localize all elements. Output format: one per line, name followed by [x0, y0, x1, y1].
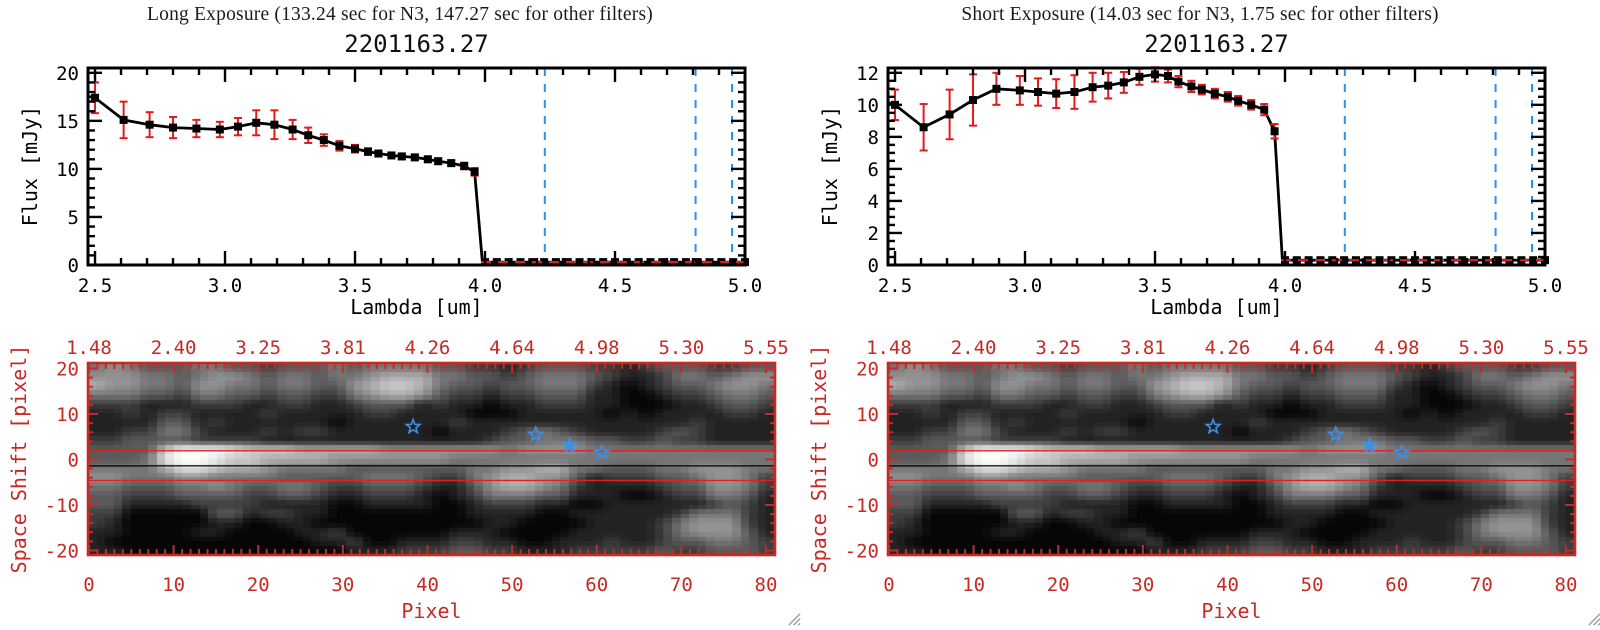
- svg-text:0: 0: [83, 574, 94, 596]
- space-shift-axis-label: Space Shift [pixel]: [7, 344, 31, 574]
- image-axes-overlay: 1.48 2.40 3.25 3.81 4.26 4.64 4.98 5.30 5.55 0 10 2…: [45, 337, 789, 596]
- svg-text:3.25: 3.25: [1035, 337, 1081, 359]
- svg-text:8: 8: [868, 127, 879, 149]
- svg-text:12: 12: [856, 63, 879, 85]
- svg-text:-10: -10: [845, 495, 879, 517]
- svg-text:4.5: 4.5: [1398, 275, 1432, 297]
- pixel-axis-label: Pixel: [1201, 599, 1262, 623]
- svg-text:5.30: 5.30: [1458, 337, 1504, 359]
- svg-text:1.48: 1.48: [866, 337, 912, 359]
- long-exposure-panel: Long Exposure (133.24 sec for N3, 147.27…: [7, 4, 802, 627]
- svg-text:10: 10: [56, 404, 79, 426]
- svg-text:4.98: 4.98: [1374, 337, 1420, 359]
- svg-text:3.81: 3.81: [320, 337, 366, 359]
- svg-text:5.0: 5.0: [728, 275, 762, 297]
- svg-text:0: 0: [68, 255, 79, 277]
- svg-text:40: 40: [1216, 574, 1239, 596]
- svg-text:0: 0: [868, 450, 879, 472]
- object-id-title: 2201163.27: [1144, 30, 1289, 58]
- exposure-header: Long Exposure (133.24 sec for N3, 147.27…: [147, 4, 653, 25]
- resize-grip-icon[interactable]: [1585, 610, 1600, 627]
- svg-text:2.5: 2.5: [878, 275, 912, 297]
- pixel-axis-label: Pixel: [401, 599, 462, 623]
- svg-text:10: 10: [856, 95, 879, 117]
- svg-text:20: 20: [247, 574, 270, 596]
- svg-text:60: 60: [585, 574, 608, 596]
- svg-text:4.0: 4.0: [468, 275, 502, 297]
- svg-text:0: 0: [883, 574, 894, 596]
- svg-text:0: 0: [68, 450, 79, 472]
- svg-text:10: 10: [162, 574, 185, 596]
- flux-axis-label: Flux [mJy]: [18, 105, 42, 227]
- svg-text:-20: -20: [845, 541, 879, 563]
- svg-text:10: 10: [962, 574, 985, 596]
- svg-text:5.55: 5.55: [1543, 337, 1589, 359]
- svg-text:15: 15: [56, 111, 79, 133]
- image-axes-overlay: 1.48 2.40 3.25 3.81 4.26 4.64 4.98 5.30 5.55 0 10 2…: [845, 337, 1589, 596]
- svg-text:20: 20: [56, 359, 79, 381]
- svg-text:30: 30: [1131, 574, 1154, 596]
- svg-text:30: 30: [331, 574, 354, 596]
- svg-text:80: 80: [755, 574, 778, 596]
- svg-text:70: 70: [1470, 574, 1493, 596]
- svg-text:4.64: 4.64: [1289, 337, 1335, 359]
- svg-text:-20: -20: [45, 541, 79, 563]
- svg-text:10: 10: [56, 159, 79, 181]
- flux-spectrum-chart: 2.5 3.0 3.5 4.0 4.5 5.0 0 5 10 15 20: [56, 63, 762, 297]
- svg-text:4.0: 4.0: [1268, 275, 1302, 297]
- spectral-2d-image: [88, 363, 775, 555]
- svg-text:3.0: 3.0: [208, 275, 242, 297]
- spectral-2d-image: [888, 363, 1575, 555]
- short-exposure-panel: Short Exposure (14.03 sec for N3, 1.75 s…: [800, 0, 1600, 630]
- exposure-header: Short Exposure (14.03 sec for N3, 1.75 s…: [961, 4, 1439, 25]
- svg-text:3.5: 3.5: [1138, 275, 1172, 297]
- svg-text:20: 20: [1047, 574, 1070, 596]
- svg-text:20: 20: [56, 63, 79, 85]
- svg-text:4.26: 4.26: [1205, 337, 1251, 359]
- svg-text:60: 60: [1385, 574, 1408, 596]
- svg-text:2.40: 2.40: [151, 337, 197, 359]
- svg-text:10: 10: [856, 404, 879, 426]
- svg-text:4.26: 4.26: [405, 337, 451, 359]
- svg-text:40: 40: [416, 574, 439, 596]
- svg-text:5.55: 5.55: [743, 337, 789, 359]
- object-id-title: 2201163.27: [344, 30, 489, 58]
- svg-text:3.81: 3.81: [1120, 337, 1166, 359]
- lambda-axis-label: Lambda [um]: [1150, 295, 1283, 319]
- flux-spectrum-chart: 2.5 3.0 3.5 4.0 4.5 5.0 0 2 4 6 8 10 12: [856, 63, 1562, 297]
- svg-text:2.40: 2.40: [951, 337, 997, 359]
- resize-grip-icon[interactable]: [785, 610, 802, 627]
- svg-text:1.48: 1.48: [66, 337, 112, 359]
- svg-text:4: 4: [868, 191, 879, 213]
- svg-text:4.5: 4.5: [598, 275, 632, 297]
- lambda-axis-label: Lambda [um]: [350, 295, 483, 319]
- svg-text:50: 50: [501, 574, 524, 596]
- svg-text:-10: -10: [45, 495, 79, 517]
- svg-text:5.30: 5.30: [658, 337, 704, 359]
- svg-text:5: 5: [68, 207, 79, 229]
- svg-text:3.0: 3.0: [1008, 275, 1042, 297]
- svg-text:80: 80: [1555, 574, 1578, 596]
- svg-text:2: 2: [868, 223, 879, 245]
- svg-text:4.64: 4.64: [489, 337, 535, 359]
- svg-text:6: 6: [868, 159, 879, 181]
- svg-text:5.0: 5.0: [1528, 275, 1562, 297]
- svg-text:50: 50: [1301, 574, 1324, 596]
- space-shift-axis-label: Space Shift [pixel]: [807, 344, 831, 574]
- svg-text:3.25: 3.25: [235, 337, 281, 359]
- svg-text:0: 0: [868, 255, 879, 277]
- svg-text:4.98: 4.98: [574, 337, 620, 359]
- svg-text:20: 20: [856, 359, 879, 381]
- svg-text:3.5: 3.5: [338, 275, 372, 297]
- svg-text:70: 70: [670, 574, 693, 596]
- svg-text:2.5: 2.5: [78, 275, 112, 297]
- flux-axis-label: Flux [mJy]: [818, 105, 842, 227]
